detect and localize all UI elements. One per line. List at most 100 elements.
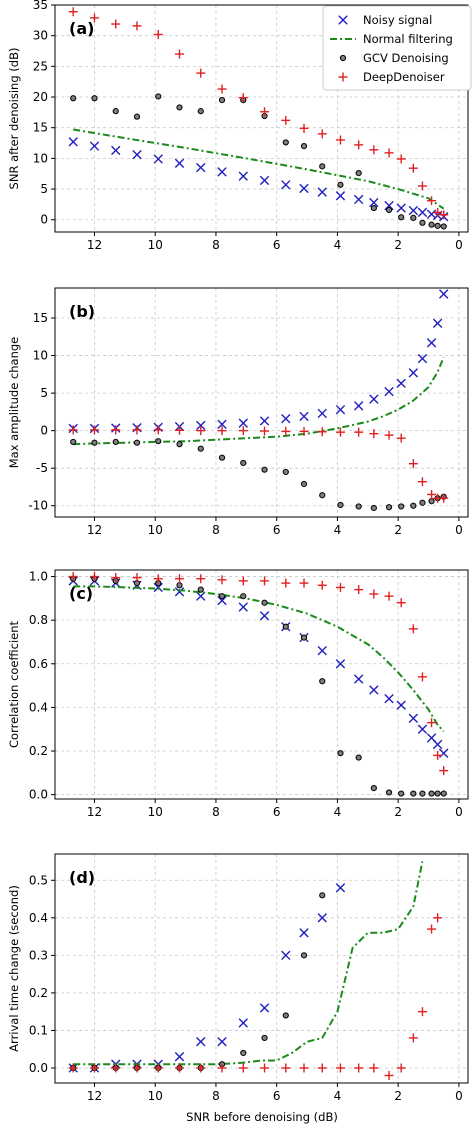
deep-point [439, 493, 449, 503]
noisy-point [132, 150, 142, 160]
gcv-point [91, 439, 98, 446]
gcv-point [218, 454, 226, 461]
x-tick-label: 12 [87, 523, 102, 537]
deep-point [68, 1063, 78, 1073]
series-gcv [70, 575, 447, 797]
gcv-point [261, 466, 268, 473]
gcv-point [176, 441, 183, 448]
y-tick-label: 0.1 [29, 1023, 48, 1037]
gcv-point [434, 222, 441, 229]
noisy-point [439, 748, 449, 758]
gcv-point [218, 593, 226, 600]
gcv-point [300, 952, 308, 959]
series-normal [73, 128, 445, 210]
legend-label-noisy: Noisy signal [363, 13, 432, 27]
gcv-point [112, 438, 119, 446]
y-tick-label: 5 [40, 386, 48, 400]
deep-point [111, 19, 121, 29]
gcv-point [355, 754, 362, 761]
noisy-point [369, 394, 379, 404]
deep-point [427, 924, 437, 934]
x-tick-label: 2 [394, 523, 402, 537]
panel-2: 12 10 8 6 4 2 0 -10 -5 0 5 10 15 (b) Max amplitude cha… [7, 287, 469, 537]
deep-point [111, 573, 121, 583]
x-tick-label: 2 [394, 805, 402, 819]
deep-point [317, 129, 327, 139]
noisy-point [417, 724, 428, 734]
x-tick-label: 8 [212, 238, 220, 252]
deep-point [427, 718, 437, 728]
noisy-point [426, 338, 437, 348]
deep-point [175, 1063, 185, 1073]
normal-filtering-line [73, 585, 445, 733]
legend-noisy-x [338, 15, 348, 25]
deep-point [196, 1063, 206, 1073]
gcv-point [300, 634, 308, 641]
deep-point [299, 426, 309, 436]
deep-point [384, 430, 394, 440]
gcv-point [282, 623, 289, 630]
series-deep [68, 425, 449, 503]
noisy-point [217, 1037, 227, 1047]
gcv-point [398, 214, 405, 221]
series-normal [73, 585, 445, 733]
panel-label: (c) [69, 584, 93, 603]
y-axis-label: Max amplitude change [7, 337, 21, 469]
deep-point [354, 140, 364, 150]
noisy-point [281, 180, 291, 190]
deep-point [260, 107, 270, 117]
gcv-point [370, 784, 377, 792]
x-tick-label: 4 [334, 523, 342, 537]
x-tick-label: 8 [212, 805, 220, 819]
noisy-point [335, 883, 346, 893]
deep-point [217, 84, 227, 94]
noisy-point [217, 167, 227, 177]
y-tick-label: 25 [33, 59, 48, 73]
gcv-point [240, 1049, 247, 1057]
y-tick-label: 30 [33, 29, 48, 43]
noisy-point [369, 197, 379, 208]
x-tick-label: 10 [148, 805, 163, 819]
gcv-point [197, 445, 204, 452]
y-tick-label: 0.4 [29, 911, 48, 925]
x-tick-label: 0 [455, 805, 463, 819]
noisy-point [353, 401, 364, 411]
gcv-point [176, 582, 183, 589]
y-tick-label: 0.4 [29, 700, 48, 714]
deep-point [317, 580, 327, 590]
noisy-point [68, 137, 78, 147]
deep-point [396, 433, 406, 443]
deep-point [281, 1063, 291, 1073]
noisy-point [384, 693, 394, 704]
panel-4: 12 10 8 6 4 2 0 0.0 0.1 0.2 0.3 0.4 0.5 (d) Arrival ti… [7, 853, 469, 1103]
deep-point [281, 426, 291, 436]
deep-point [153, 1063, 163, 1073]
noisy-point [217, 419, 227, 429]
gcv-point [300, 143, 308, 150]
y-tick-label: 0.5 [29, 873, 48, 887]
deep-point [217, 1063, 227, 1073]
deep-point [153, 574, 163, 584]
series-deep [68, 7, 449, 220]
deep-point [153, 29, 163, 39]
grid [55, 854, 468, 1083]
deep-point [335, 427, 345, 437]
x-tick-label: 6 [273, 238, 281, 252]
x-tick-label: 10 [148, 523, 163, 537]
y-tick-label: 0.2 [29, 744, 48, 758]
x-tick-label: 10 [148, 1089, 163, 1103]
noisy-point [238, 418, 248, 428]
gcv-point [155, 438, 162, 445]
gcv-point [410, 502, 417, 509]
deep-point [238, 426, 248, 436]
gcv-point [261, 1034, 268, 1042]
noisy-point [396, 378, 406, 389]
noisy-point [259, 611, 270, 621]
noisy-point [196, 420, 206, 431]
x-tick-label: 6 [273, 805, 281, 819]
noisy-point [384, 386, 394, 397]
gcv-point [133, 439, 141, 446]
gcv-point [428, 790, 435, 797]
noisy-point [299, 183, 309, 194]
